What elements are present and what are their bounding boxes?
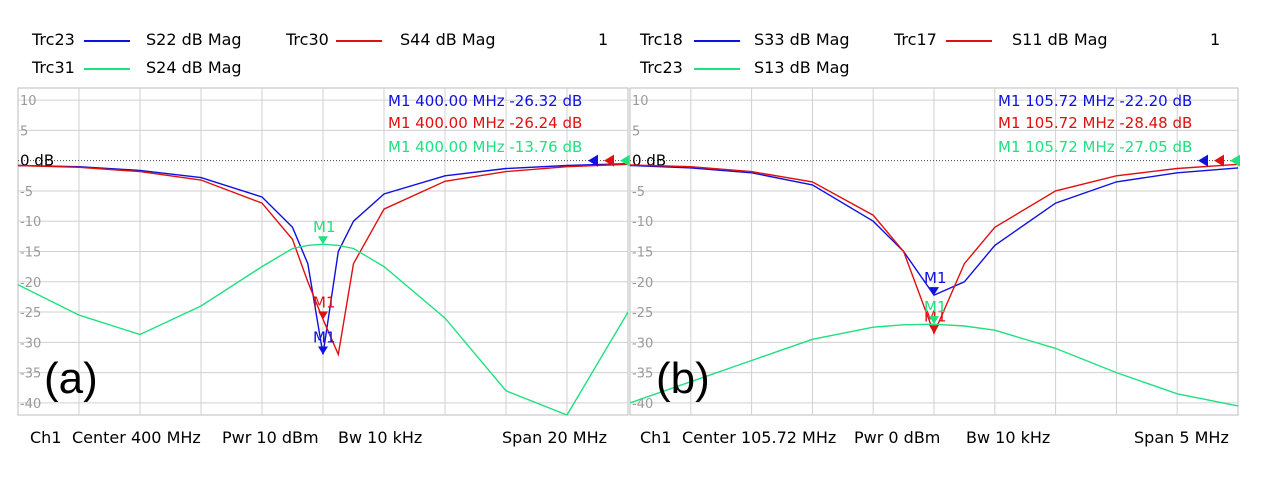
marker-readout: M1 105.72 MHz -22.20 dB	[998, 92, 1192, 110]
y-tick-label: 5	[632, 124, 640, 139]
channel-index: 1	[1210, 30, 1221, 49]
y-tick-label: -5	[20, 185, 33, 200]
footer-channel: Ch1	[640, 428, 672, 447]
y-tick-label: -25	[632, 306, 653, 321]
legend-trace-name: S13 dB Mag	[754, 58, 850, 77]
marker-readout: M1 400.00 MHz -26.32 dB	[388, 92, 582, 110]
marker-readout: M1 105.72 MHz -27.05 dB	[998, 138, 1192, 156]
y-tick-label: -15	[632, 246, 653, 261]
footer-center: Center 105.72 MHz	[682, 428, 837, 447]
y-tick-label: -25	[20, 306, 41, 321]
legend-trc-label: Trc18	[640, 30, 683, 49]
marker-label: M1	[313, 328, 336, 346]
legend-trc-label: Trc30	[286, 30, 329, 49]
y-tick-label: -10	[632, 215, 653, 230]
footer-bw: Bw 10 kHz	[338, 428, 423, 447]
y-tick-label: -5	[632, 185, 645, 200]
legend-line-blue	[84, 40, 130, 42]
y-tick-label: 10	[632, 94, 649, 109]
y-tick-label: -35	[20, 367, 41, 382]
ref-arrow-blue	[1198, 154, 1208, 167]
marker-triangle-green	[318, 236, 328, 245]
ref-arrow-green	[1230, 154, 1240, 167]
y-tick-label: -30	[20, 336, 41, 351]
legend-line-green	[84, 68, 130, 70]
marker-triangle-red	[929, 325, 939, 334]
legend-line-blue	[694, 40, 740, 42]
legend-row-2-b: Trc23 S13 dB Mag	[628, 58, 1264, 78]
marker-triangle-red	[318, 311, 328, 320]
marker-label: M1	[313, 293, 336, 311]
marker-readout: M1 400.00 MHz -13.76 dB	[388, 138, 582, 156]
marker-label: M1	[924, 298, 947, 316]
y-tick-label: -40	[20, 397, 41, 412]
y-tick-label: -10	[20, 215, 41, 230]
ref-arrow-red	[1214, 154, 1224, 167]
footer-pwr: Pwr 0 dBm	[854, 428, 941, 447]
panel-label-a: (a)	[44, 354, 98, 403]
legend-trc-label: Trc23	[32, 30, 75, 49]
legend-trc-label: Trc17	[894, 30, 937, 49]
marker-triangle-blue	[929, 287, 939, 296]
legend-row-2-a: Trc31 S24 dB Mag	[0, 58, 636, 78]
legend-row-1-b: Trc18 S33 dB Mag Trc17 S11 dB Mag 1	[628, 30, 1264, 50]
legend-trace-name: S11 dB Mag	[1012, 30, 1108, 49]
ref-arrow-blue	[588, 154, 598, 167]
y-tick-label: -15	[20, 246, 41, 261]
legend-trace-name: S24 dB Mag	[146, 58, 242, 77]
footer-channel: Ch1	[30, 428, 62, 447]
footer-span: Span 20 MHz	[502, 428, 608, 447]
trace-red	[629, 163, 1239, 336]
y-tick-label: -35	[632, 367, 653, 382]
panel-a: 10 5 0 dB -5 -10 -15 -20 -25 -30 -35 -40 M1 M1 M1 M1 4…	[0, 30, 636, 447]
footer-center: Center 400 MHz	[72, 428, 201, 447]
legend-line-red	[946, 40, 992, 42]
y-tick-label: -20	[20, 276, 41, 291]
legend-line-green	[694, 68, 740, 70]
y-tick-label: 5	[20, 124, 28, 139]
marker-label: M1	[313, 218, 336, 236]
y-tick-label: -30	[632, 336, 653, 351]
legend-trace-name: S44 dB Mag	[400, 30, 496, 49]
legend-line-red	[336, 40, 382, 42]
panel-label-b: (b)	[656, 354, 710, 403]
marker-readout: M1 400.00 MHz -26.24 dB	[388, 114, 582, 132]
legend-trc-label: Trc31	[32, 58, 75, 77]
legend-trc-label: Trc23	[640, 58, 683, 77]
marker-triangle-blue	[318, 346, 328, 355]
legend-trace-name: S33 dB Mag	[754, 30, 850, 49]
legend-trace-name: S22 dB Mag	[146, 30, 242, 49]
y-tick-label: -20	[632, 276, 653, 291]
channel-index: 1	[598, 30, 609, 49]
footer-span: Span 5 MHz	[1134, 428, 1229, 447]
footer-bw: Bw 10 kHz	[966, 428, 1051, 447]
marker-triangle-green	[929, 316, 939, 325]
legend-row-1-a: Trc23 S22 dB Mag Trc30 S44 dB Mag 1	[0, 30, 636, 50]
y-tick-label: 10	[20, 94, 37, 109]
ref-arrow-green	[620, 154, 630, 167]
trace-green	[629, 323, 1239, 407]
marker-readout: M1 105.72 MHz -28.48 dB	[998, 114, 1192, 132]
marker-label: M1	[924, 269, 947, 287]
footer-pwr: Pwr 10 dBm	[222, 428, 319, 447]
ref-arrow-red	[604, 154, 614, 167]
